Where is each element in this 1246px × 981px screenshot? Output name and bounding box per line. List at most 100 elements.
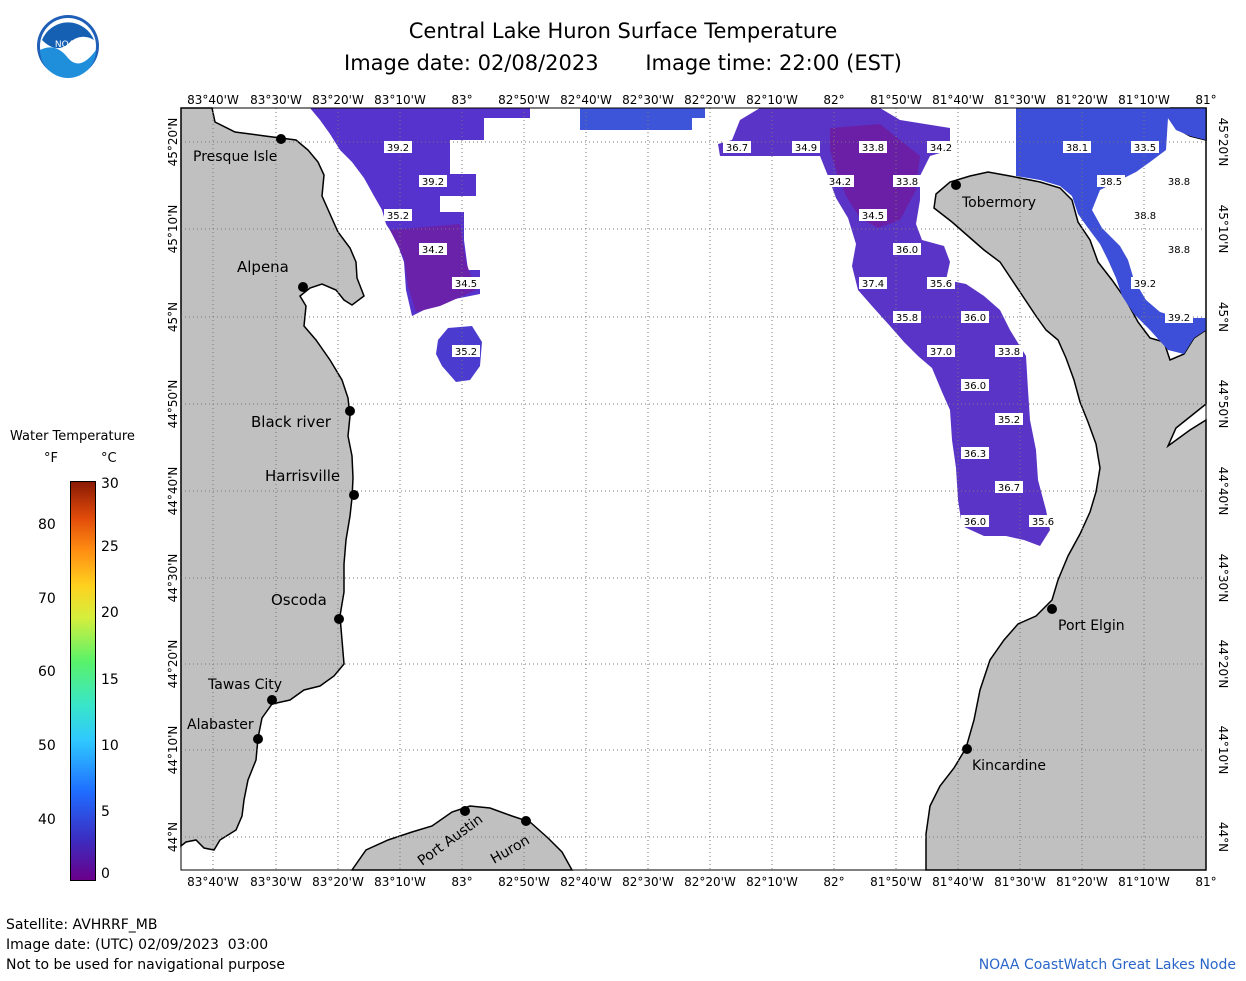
- lon-label: 82°50'W: [498, 93, 550, 107]
- temp-label: 36.0: [961, 311, 989, 324]
- svg-text:39.2: 39.2: [1134, 279, 1156, 290]
- place-label: Port Elgin: [1058, 618, 1125, 634]
- svg-text:34.5: 34.5: [455, 279, 477, 290]
- lat-label: 44°20'N: [166, 640, 180, 689]
- svg-text:35.6: 35.6: [1032, 517, 1054, 528]
- svg-text:35.6: 35.6: [930, 279, 952, 290]
- lon-label: 81°40'W: [932, 875, 984, 889]
- legend-unit-f: °F: [44, 451, 58, 466]
- svg-text:36.7: 36.7: [998, 483, 1020, 494]
- temp-label: 35.8: [893, 311, 921, 324]
- lat-label: 45°N: [166, 302, 180, 332]
- lat-label: 44°30'N: [1216, 554, 1230, 603]
- temp-label: 36.7: [995, 481, 1023, 494]
- harrisville-marker: [349, 490, 359, 500]
- lon-label: 83°40'W: [187, 875, 239, 889]
- svg-text:36.0: 36.0: [964, 313, 986, 324]
- svg-text:39.2: 39.2: [422, 177, 444, 188]
- temp-label: 33.8: [995, 345, 1023, 358]
- place-label: Alabaster: [187, 717, 254, 733]
- temp-label: 37.4: [859, 277, 887, 290]
- legend-c-tick: 10: [101, 738, 119, 754]
- utc-date-label: Image date: (UTC) 02/09/2023 03:00: [6, 937, 269, 953]
- alpena-marker: [298, 282, 308, 292]
- lon-label: 82°50'W: [498, 875, 550, 889]
- lon-label: 81°40'W: [932, 93, 984, 107]
- svg-text:37.0: 37.0: [930, 347, 952, 358]
- temp-label: 38.5: [1097, 175, 1125, 188]
- lon-label: 82°: [823, 93, 844, 107]
- temp-label: 33.8: [893, 175, 921, 188]
- lon-label: 82°10'W: [746, 93, 798, 107]
- ontario-land: [925, 108, 1207, 871]
- svg-text:33.8: 33.8: [862, 143, 884, 154]
- credit-link[interactable]: NOAA CoastWatch Great Lakes Node: [978, 957, 1236, 973]
- lon-label: 81°50'W: [870, 93, 922, 107]
- svg-text:35.2: 35.2: [455, 347, 477, 358]
- svg-text:36.3: 36.3: [964, 449, 986, 460]
- place-label: Harrisville: [265, 467, 340, 485]
- temp-label: 39.2: [419, 175, 447, 188]
- svg-text:36.0: 36.0: [964, 517, 986, 528]
- lon-label: 81°20'W: [1056, 93, 1108, 107]
- noaa-logo-icon: NOAA: [36, 14, 100, 78]
- tawas-city-marker: [267, 695, 277, 705]
- temp-label: 39.2: [1131, 277, 1159, 290]
- lon-label: 83°10'W: [374, 93, 426, 107]
- temp-label: 38.8: [1165, 243, 1193, 256]
- logo-text: NOAA: [55, 40, 82, 50]
- lon-label: 81°: [1195, 93, 1216, 107]
- lon-label: 82°: [823, 875, 844, 889]
- lat-label: 45°10'N: [166, 205, 180, 254]
- lat-label: 45°10'N: [1216, 205, 1230, 254]
- lon-label: 82°30'W: [622, 875, 674, 889]
- temp-label: 34.2: [826, 175, 854, 188]
- lat-label: 44°50'N: [1216, 380, 1230, 429]
- temp-label: 35.2: [452, 345, 480, 358]
- svg-text:33.8: 33.8: [896, 177, 918, 188]
- place-label: Black river: [251, 413, 332, 431]
- svg-text:36.0: 36.0: [964, 381, 986, 392]
- svg-text:38.8: 38.8: [1168, 177, 1190, 188]
- temp-label: 35.6: [1029, 515, 1057, 528]
- legend-c-tick: 5: [101, 804, 110, 820]
- temp-label: 34.5: [452, 277, 480, 290]
- legend-f-tick: 40: [38, 812, 56, 828]
- lat-labels-right: 45°20'N 45°10'N 45°N 44°50'N 44°40'N 44°…: [1216, 118, 1230, 853]
- lat-label: 44°N: [166, 822, 180, 852]
- svg-text:35.2: 35.2: [998, 415, 1020, 426]
- svg-text:35.8: 35.8: [896, 313, 918, 324]
- svg-text:33.8: 33.8: [998, 347, 1020, 358]
- temp-label: 34.9: [792, 141, 820, 154]
- temp-label: 38.8: [1165, 175, 1193, 188]
- image-date-time: Image date: 02/08/2023 Image time: 22:00…: [0, 51, 1246, 75]
- svg-text:38.1: 38.1: [1066, 143, 1088, 154]
- lat-label: 44°20'N: [1216, 640, 1230, 689]
- tobermory-marker: [951, 180, 961, 190]
- legend-f-tick: 80: [38, 517, 56, 533]
- lon-label: 82°10'W: [746, 875, 798, 889]
- temp-label: 34.5: [859, 209, 887, 222]
- kincardine-marker: [962, 744, 972, 754]
- lon-label: 81°10'W: [1118, 93, 1170, 107]
- svg-text:36.7: 36.7: [726, 143, 748, 154]
- lon-label: 83°20'W: [312, 93, 364, 107]
- svg-text:34.5: 34.5: [862, 211, 884, 222]
- svg-text:38.8: 38.8: [1134, 211, 1156, 222]
- place-markers: [253, 134, 1057, 826]
- presque-isle-marker: [276, 134, 286, 144]
- lon-label: 83°40'W: [187, 93, 239, 107]
- legend-f-tick: 50: [38, 738, 56, 754]
- lat-label: 44°10'N: [1216, 726, 1230, 775]
- svg-text:36.0: 36.0: [896, 245, 918, 256]
- lon-label: 82°40'W: [560, 93, 612, 107]
- temp-label: 36.0: [961, 515, 989, 528]
- place-label: Kincardine: [972, 758, 1046, 774]
- lon-label: 83°10'W: [374, 875, 426, 889]
- lat-labels-left: 45°20'N 45°10'N 45°N 44°50'N 44°40'N 44°…: [166, 118, 180, 853]
- sst-patches: [310, 108, 1206, 546]
- lon-label: 82°20'W: [684, 875, 736, 889]
- svg-text:34.9: 34.9: [795, 143, 817, 154]
- svg-text:38.8: 38.8: [1168, 245, 1190, 256]
- svg-text:39.2: 39.2: [387, 143, 409, 154]
